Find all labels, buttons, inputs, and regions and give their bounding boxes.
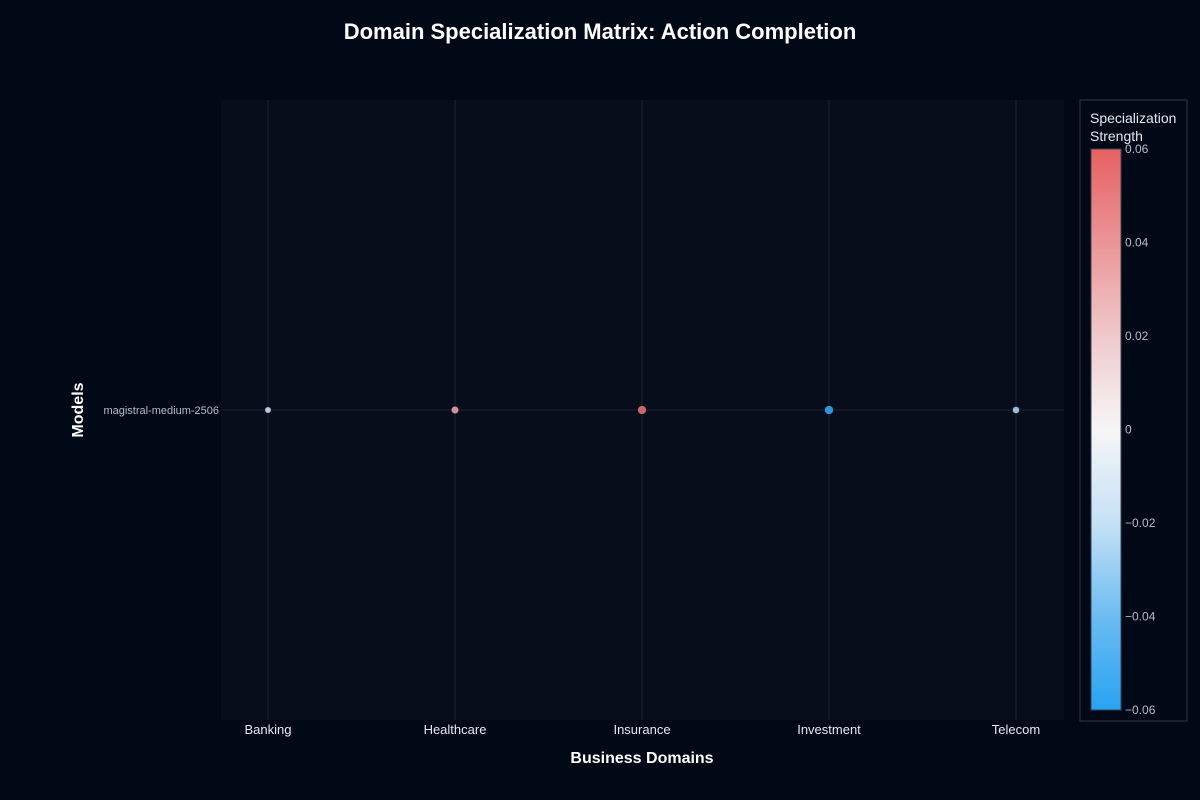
y-tick-label: magistral-medium-2506 [103,405,219,417]
colorbar-title-line-1: Specialization [1090,110,1176,126]
x-tick-label: Telecom [992,722,1040,737]
colorbar-tick-label: 0 [1125,423,1132,437]
x-tick-label: Insurance [613,722,670,737]
data-point[interactable] [824,405,834,415]
x-tick-label: Investment [797,722,861,737]
y-tick-labels: magistral-medium-2506 [103,405,219,417]
colorbar-frame [1079,99,1188,722]
data-point[interactable] [264,406,272,414]
chart-title: Domain Specialization Matrix: Action Com… [344,19,857,44]
data-point[interactable] [450,405,460,415]
colorbar-tick-label: 0.02 [1125,329,1149,343]
y-axis-title: Models [70,382,87,437]
colorbar-gradient [1090,148,1122,711]
data-point[interactable] [1012,406,1020,414]
colorbar-tick-label: 0.04 [1125,236,1149,250]
colorbar-tick-label: −0.04 [1125,610,1156,624]
colorbar-tick-label: −0.02 [1125,516,1156,530]
x-tick-labels: Banking Healthcare Insurance Investment Tele… [245,722,1041,737]
colorbar-tick-label: −0.06 [1125,703,1156,717]
colorbar-tick-labels: 0.06 0.04 0.02 0 −0.02 −0.04 −0.06 [1125,142,1156,717]
colorbar-title-line-2: Strength [1090,128,1143,144]
x-tick-label: Banking [245,722,292,737]
x-axis-title: Business Domains [570,750,713,767]
data-point[interactable] [637,405,647,415]
data-points [264,405,1020,415]
x-tick-label: Healthcare [424,722,487,737]
colorbar-tick-label: 0.06 [1125,142,1149,156]
